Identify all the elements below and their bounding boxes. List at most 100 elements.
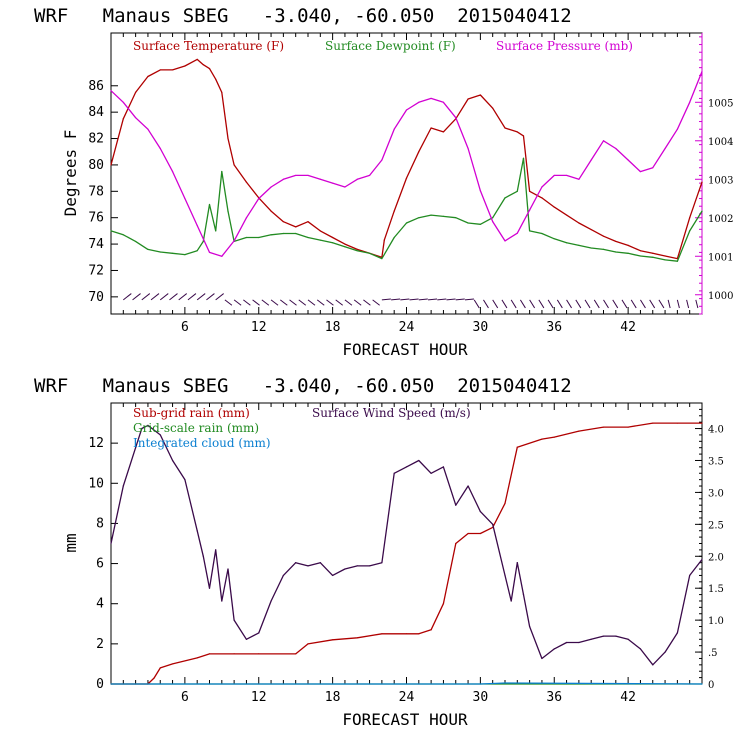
data-point (171, 459, 174, 462)
data-point (196, 58, 198, 60)
data-point (467, 98, 469, 100)
data-point (245, 217, 248, 219)
data-point (541, 197, 543, 199)
y2-tick-label: .5 (708, 648, 718, 659)
data-point (282, 574, 284, 577)
legend-grid-scale-rain: Grid-scale rain (mm) (133, 421, 259, 435)
data-point (196, 657, 198, 659)
y2-tick-label: 2.5 (708, 520, 724, 531)
data-point (233, 653, 235, 655)
wind-barb (492, 299, 499, 309)
data-point (215, 230, 217, 232)
y-tick-label: 12 (88, 436, 104, 451)
data-point (381, 633, 383, 635)
data-point (270, 210, 272, 212)
data-point (627, 426, 629, 428)
data-point (110, 164, 112, 166)
chart-2-series (110, 422, 703, 685)
y-tick-label: 2 (96, 637, 104, 652)
y2-tick-label: 3.0 (708, 488, 724, 499)
data-point (159, 69, 161, 71)
data-point (221, 600, 223, 602)
wind-barb (658, 299, 665, 309)
data-point (295, 226, 297, 228)
wind-barb (381, 298, 391, 301)
data-point (602, 426, 605, 428)
data-point (258, 653, 260, 655)
data-point (184, 197, 186, 200)
data-point (516, 131, 518, 133)
wind-barb (603, 299, 609, 309)
chart-2-y2-ticks: 0 .5 1.0 1.5 2.0 2.5 3.0 3.5 4.0 (695, 402, 724, 691)
data-point (504, 127, 506, 129)
data-point (221, 91, 223, 93)
data-point (529, 625, 531, 628)
data-point (332, 236, 334, 239)
y2-tick-label: 1000 (708, 291, 733, 302)
data-point (122, 234, 124, 236)
data-point (307, 643, 309, 645)
data-point (492, 107, 494, 109)
data-point (135, 240, 137, 243)
data-point (455, 542, 457, 545)
chart-1-wind-barbs (123, 293, 699, 309)
series-line-surface-wind-speed-m-s (110, 424, 703, 666)
wind-barb (621, 299, 628, 309)
data-point (541, 438, 543, 440)
data-point (319, 239, 321, 241)
data-point (159, 434, 161, 436)
data-point (184, 479, 186, 481)
data-point (504, 682, 506, 684)
data-point (590, 159, 592, 161)
data-point (270, 234, 272, 236)
data-point (602, 635, 605, 637)
data-point (147, 128, 149, 130)
data-point (479, 532, 481, 535)
chart-2-title: WRF Manaus SBEG -3.040, -60.050 20150404… (34, 375, 572, 397)
wind-barb (289, 299, 297, 306)
y2-tick-label: 1003 (708, 175, 733, 186)
data-point (615, 147, 617, 150)
y2-tick-label: 1004 (708, 137, 733, 148)
y-tick-label: 8 (96, 516, 104, 531)
data-point (578, 641, 580, 644)
wind-barb (593, 299, 600, 309)
wind-barb (510, 299, 517, 309)
y-tick-label: 70 (88, 290, 104, 305)
data-point (171, 170, 174, 173)
data-point (356, 178, 358, 180)
chart-1-x-ticks: 6 12 18 24 30 36 42 (122, 33, 691, 335)
y-tick-label: 6 (96, 557, 104, 572)
chart-2-x-ticks: 6 12 18 24 30 36 42 (122, 403, 691, 705)
data-point (652, 252, 654, 254)
y-tick-label: 10 (88, 476, 104, 491)
data-point (565, 641, 568, 644)
data-point (689, 230, 691, 232)
wind-barb (141, 293, 151, 301)
data-point (368, 252, 371, 254)
data-point (196, 530, 198, 532)
data-point (664, 651, 666, 653)
wind-barb (630, 299, 637, 309)
data-point (405, 109, 408, 111)
wind-barb (400, 298, 410, 301)
data-point (418, 217, 420, 219)
data-point (233, 619, 235, 621)
chart-1-x-axis-label: FORECAST HOUR (342, 340, 468, 359)
data-point (504, 574, 506, 577)
data-point (159, 147, 161, 150)
chart-2-x-axis-label: FORECAST HOUR (342, 710, 468, 729)
data-point (233, 164, 235, 166)
wind-barb (649, 299, 656, 309)
wind-barb (316, 299, 325, 306)
series-line-surface-dewpoint-f (110, 157, 703, 262)
y2-tick-label: 1005 (708, 98, 733, 109)
data-point (215, 549, 217, 551)
wind-barb (529, 299, 536, 309)
wind-barb (473, 299, 480, 309)
wind-barb (187, 293, 197, 301)
data-point (184, 254, 186, 256)
data-point (522, 135, 525, 137)
data-point (147, 424, 149, 426)
data-point (147, 75, 149, 78)
